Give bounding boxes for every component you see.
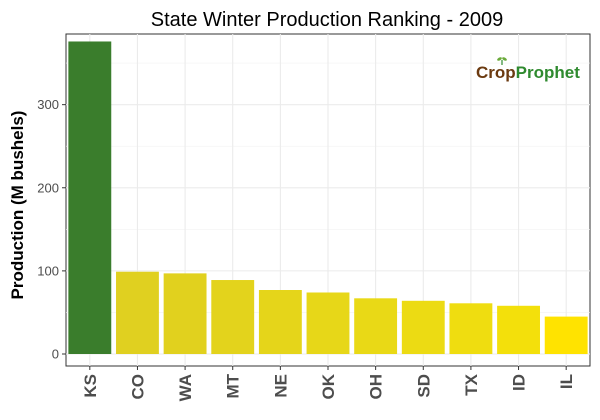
bar-id (497, 305, 540, 354)
chart-title: State Winter Production Ranking - 2009 (151, 9, 503, 31)
bar-il (544, 316, 588, 354)
bar-ok (306, 292, 350, 354)
x-tick-label: CO (128, 374, 147, 400)
y-tick-label: 0 (52, 347, 59, 362)
bar-ne (258, 290, 302, 354)
svg-text:CropProphet: CropProphet (476, 63, 580, 82)
x-tick-label: WA (176, 374, 195, 401)
x-tick-label: ID (510, 374, 529, 391)
x-tick-label: SD (414, 374, 433, 398)
bar-oh (354, 298, 398, 354)
x-tick-label: TX (462, 373, 481, 395)
bars (68, 41, 588, 354)
x-tick-label: OH (367, 374, 386, 400)
cropprophet-logo: CropProphet (476, 57, 580, 82)
y-axis: 0 100 200 300 (37, 97, 66, 362)
x-tick-label: MT (224, 373, 243, 398)
x-tick-label: NE (271, 374, 290, 398)
bar-wa (163, 273, 207, 354)
bar-ks (68, 41, 112, 354)
x-tick-label: IL (557, 374, 576, 389)
leaf-icon (497, 57, 507, 65)
y-axis-label: Production (M bushels) (8, 111, 27, 300)
bar-tx (449, 303, 493, 354)
logo-crop-text: Crop (476, 63, 516, 82)
y-tick-label: 100 (37, 263, 59, 278)
x-tick-label: OK (319, 373, 338, 399)
bar-sd (401, 300, 445, 354)
logo-prophet-text: Prophet (516, 63, 581, 82)
y-tick-label: 200 (37, 180, 59, 195)
x-tick-label: KS (81, 374, 100, 398)
y-tick-label: 300 (37, 97, 59, 112)
bar-mt (211, 280, 255, 354)
x-axis: KS CO WA MT NE OK OH SD TX ID IL (81, 366, 576, 401)
bar-co (116, 271, 159, 354)
